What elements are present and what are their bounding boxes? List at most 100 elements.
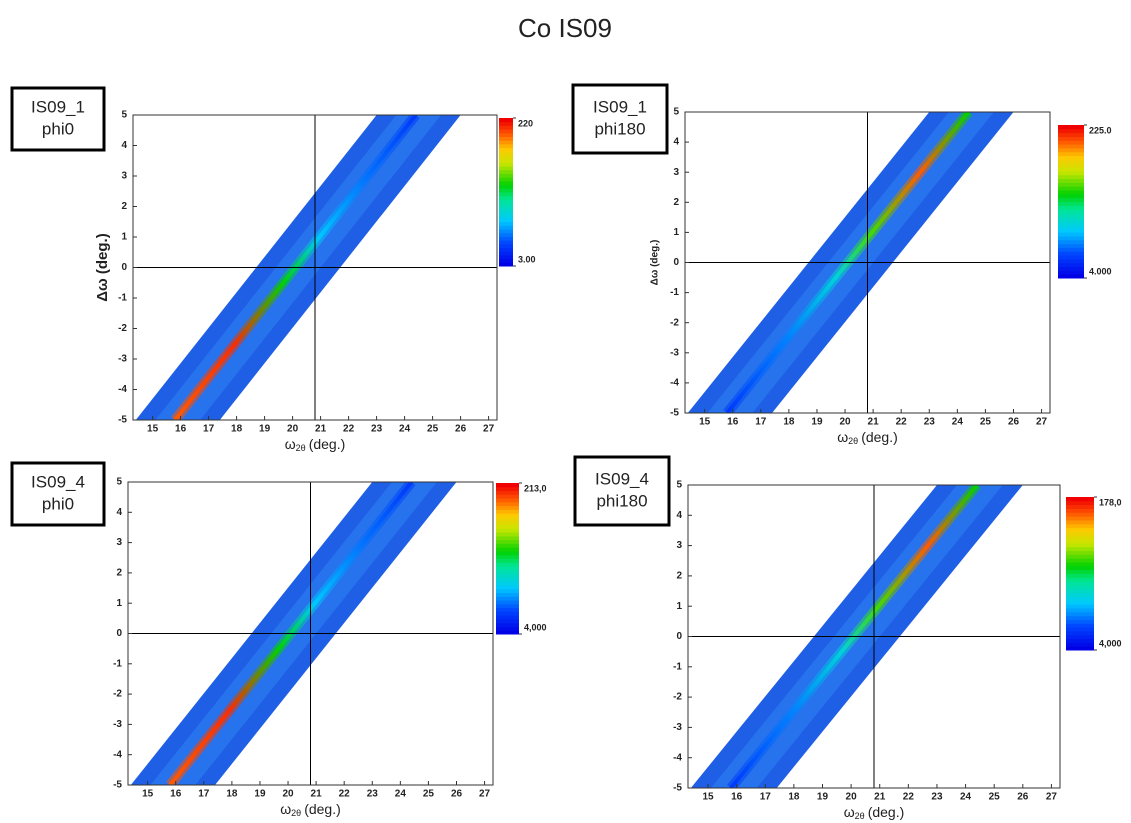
x-tick-label: 20	[282, 789, 294, 800]
colorbar-cell	[1058, 239, 1084, 245]
colorbar-cell	[499, 232, 513, 237]
x-tick-label: 22	[343, 424, 355, 435]
x-tick-label: 18	[231, 424, 243, 435]
colorbar-cell	[1058, 201, 1084, 206]
colorbar-cell	[1066, 581, 1094, 586]
x-tick-label: 24	[960, 792, 972, 803]
x-label-subscript: 2θ	[855, 811, 865, 821]
colorbar-cell	[499, 140, 513, 145]
colorbar-cell	[1058, 174, 1084, 180]
x-tick-label: 24	[399, 424, 411, 435]
panel-label: IS09_4	[595, 469, 649, 488]
y-tick-label: 2	[116, 568, 122, 579]
colorbar-cell	[496, 513, 519, 518]
colorbar-cell	[1058, 155, 1084, 160]
x-tick-label: 15	[699, 417, 711, 428]
colorbar-cell	[499, 229, 513, 234]
colorbar-cell	[499, 155, 513, 160]
colorbar-cell	[496, 483, 519, 488]
x-tick-label: 22	[896, 417, 908, 428]
colorbar-tick-label: 225.0	[1089, 125, 1112, 135]
x-tick-label: 23	[924, 417, 936, 428]
colorbar-cell	[1058, 151, 1084, 157]
y-tick-label: 1	[676, 601, 682, 612]
colorbar-cell	[1058, 132, 1084, 137]
colorbar-cell	[499, 118, 513, 123]
colorbar-cell	[1058, 258, 1084, 264]
colorbar-cell	[499, 151, 513, 156]
panel-label-box	[10, 461, 106, 527]
x-label-unit: (deg.)	[309, 436, 346, 452]
colorbar-cell	[496, 516, 519, 522]
colorbar-cell	[1058, 235, 1084, 241]
colorbar-cell	[1066, 623, 1094, 628]
colorbar-cell	[499, 169, 513, 174]
colorbar-tick-label: 213,0	[524, 483, 547, 493]
colorbar-tick-label: 4.000	[1089, 266, 1112, 276]
colorbar-cell	[496, 532, 519, 537]
panel: 15 16 17 18 19 20 21 22 23 24 25 26 27-5-4-3-2-10123…	[571, 83, 1112, 446]
colorbar-cell	[499, 236, 513, 241]
colorbar-cell	[1066, 646, 1094, 651]
colorbar-cell	[1066, 607, 1094, 613]
colorbar-cell	[1066, 584, 1094, 590]
y-tick-label: 4	[116, 507, 122, 518]
colorbar-cell	[496, 501, 519, 507]
colorbar-cell	[496, 630, 519, 635]
x-tick-label: 25	[427, 424, 439, 435]
colorbar-tick-label: 4,000	[524, 622, 547, 632]
colorbar-cell	[1066, 531, 1094, 536]
panel: 15 16 17 18 19 20 21 22 23 24 25 26 27-5-4-3-2-10123…	[10, 86, 536, 453]
panel-label: IS09_1	[593, 97, 647, 116]
y-tick-label: 4	[121, 140, 127, 151]
colorbar-cell	[1066, 611, 1094, 617]
colorbar-cell	[1058, 182, 1084, 187]
x-label-symbol: ω	[844, 804, 855, 820]
colorbar-cell	[496, 520, 519, 526]
colorbar-cell	[499, 158, 513, 163]
colorbar-cell	[499, 136, 513, 141]
x-tick-label: 19	[254, 789, 266, 800]
x-tick-label: 25	[989, 792, 1001, 803]
x-tick-label: 17	[760, 792, 772, 803]
x-label-unit: (deg.)	[868, 804, 905, 820]
colorbar-cell	[1066, 565, 1094, 571]
x-tick-label: 22	[903, 792, 915, 803]
colorbar-cell	[1058, 144, 1084, 149]
colorbar-cell	[1066, 562, 1094, 567]
y-tick-label: 0	[676, 631, 682, 642]
colorbar-cell	[1066, 497, 1094, 502]
colorbar-cell	[1066, 588, 1094, 594]
y-tick-label: -1	[113, 658, 122, 669]
colorbar-cell	[499, 162, 513, 167]
y-tick-label: 3	[116, 537, 122, 548]
y-tick-label: 4	[676, 510, 682, 521]
colorbar-tick-label: 3.00	[518, 254, 536, 264]
colorbar-cell	[499, 203, 513, 208]
y-tick-label: 1	[121, 232, 127, 243]
y-tick-label: -5	[118, 415, 127, 426]
colorbar-cell	[499, 166, 513, 171]
colorbar-cell	[496, 622, 519, 627]
colorbar-cell	[496, 547, 519, 552]
colorbar-cell	[496, 490, 519, 495]
y-tick-label: -2	[670, 317, 679, 328]
x-tick-label: 15	[147, 424, 159, 435]
y-tick-label: -5	[113, 780, 122, 791]
colorbar-cell	[496, 562, 519, 567]
colorbar-cell	[496, 592, 519, 597]
y-tick-label: 3	[673, 167, 679, 178]
colorbar-cell	[496, 539, 519, 544]
x-tick-label: 16	[731, 792, 743, 803]
colorbar-cell	[499, 129, 513, 134]
panel: 15 16 17 18 19 20 21 22 23 24 25 26 27-5-4-3-2-10123…	[10, 461, 547, 818]
y-tick-label: 4	[673, 137, 679, 148]
colorbar-cell	[1058, 163, 1084, 168]
colorbar-cell	[496, 596, 519, 601]
x-tick-label: 16	[727, 417, 739, 428]
colorbar-cell	[1058, 270, 1084, 275]
colorbar-cell	[496, 584, 519, 590]
colorbar-cell	[499, 221, 513, 226]
colorbar-cell	[496, 509, 519, 514]
colorbar-cell	[1066, 619, 1094, 624]
